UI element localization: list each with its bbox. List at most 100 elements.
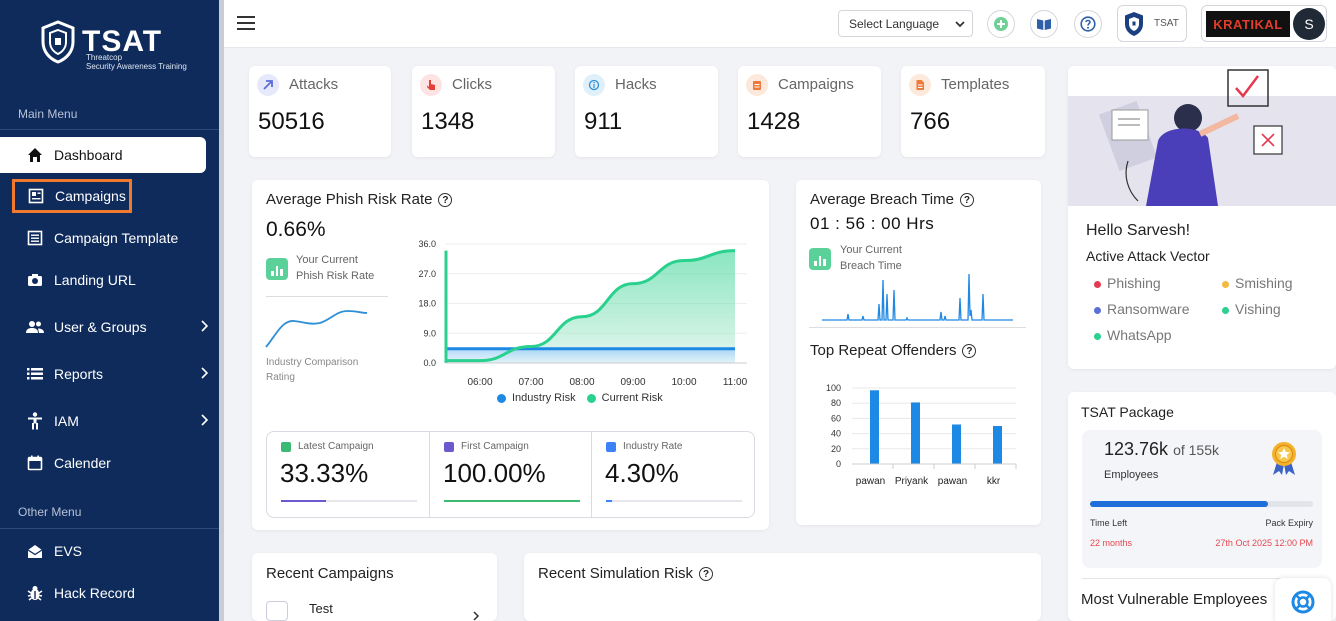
sidebar-item-evs[interactable]: EVS [0, 533, 218, 569]
sidebar-item-reports[interactable]: Reports [0, 356, 218, 392]
help-icon[interactable]: ? [959, 193, 974, 208]
vector-phishing: Phishing [1094, 275, 1161, 291]
offenders-chart: 100 80 60 40 20 0 pawan Priyank pawan kkr [826, 383, 1017, 487]
campaign-thumb-icon [266, 601, 288, 621]
latest-campaign-value: 33.33% [280, 458, 369, 488]
tsat-chip-label: TSAT [1154, 18, 1179, 29]
industry-rate-stat: Industry Rate 4.30% [592, 432, 755, 517]
divider [266, 296, 388, 297]
current-risk-area [446, 250, 735, 363]
recent-campaigns-card: Recent Campaigns Test [252, 553, 497, 621]
offender-bar [993, 426, 1002, 464]
sidebar-item-landing-url[interactable]: Landing URL [0, 262, 218, 298]
stat-card-attacks[interactable]: Attacks 50516 [249, 66, 391, 157]
legend-label: Industry Risk [512, 392, 576, 404]
language-select[interactable]: Select Language [838, 10, 973, 37]
add-button[interactable] [987, 10, 1015, 38]
vector-label: Ransomware [1107, 301, 1190, 317]
package-total: of 155k [1173, 442, 1220, 458]
x-tick-label: 11:00 [723, 377, 748, 388]
offender-bar [911, 402, 920, 464]
vector-smishing: Smishing [1222, 275, 1293, 291]
recent-simulation-title-text: Recent Simulation Risk [538, 565, 694, 582]
sidebar-item-campaigns[interactable]: Campaigns [12, 179, 132, 213]
x-tick-label: 06:00 [467, 377, 492, 388]
calendar-icon [26, 454, 44, 472]
pack-expiry-value: 27th Oct 2025 12:00 PM [1215, 538, 1313, 548]
time-left-label: Time Left [1090, 518, 1128, 528]
most-vulnerable-title: Most Vulnerable Employees [1081, 591, 1268, 608]
industry-risk-area [446, 348, 735, 363]
x-tick-label: 08:00 [569, 377, 594, 388]
sidebar-item-label: Calender [54, 455, 111, 471]
help-icon[interactable]: ? [699, 567, 714, 582]
sidebar-item-calender[interactable]: Calender [0, 445, 218, 481]
industry-rate-value: 4.30% [605, 458, 679, 488]
phish-risk-title: Average Phish Risk Rate? [266, 191, 453, 208]
hamburger-menu-icon[interactable] [236, 15, 256, 31]
campaign-rates-box: Latest Campaign 33.33% First Campaign 10… [266, 431, 755, 518]
legend-label: Current Risk [601, 392, 663, 404]
y-tick-label: 20 [831, 444, 841, 454]
offender-bar [952, 424, 961, 464]
stat-label: Hacks [615, 76, 657, 93]
current-risk-line [446, 249, 736, 363]
progress-fill [281, 500, 326, 502]
menu-divider [0, 528, 220, 529]
active-vector-title: Active Attack Vector [1086, 248, 1210, 264]
y-tick-label: 27.0 [418, 269, 436, 279]
progress-fill [606, 500, 612, 502]
y-tick-label: 80 [831, 398, 841, 408]
industry-caption: Industry Comparison Rating [266, 355, 358, 385]
stat-card-campaigns[interactable]: Campaigns 1428 [738, 66, 881, 157]
guide-button[interactable] [1030, 10, 1058, 38]
stat-card-templates[interactable]: Templates 766 [901, 66, 1045, 157]
sidebar-item-hack-record[interactable]: Hack Record [0, 575, 218, 611]
stat-value: 911 [584, 108, 623, 135]
support-chat-button[interactable] [1275, 578, 1331, 621]
package-used-value: 123.76k [1104, 439, 1169, 459]
x-tick-label: 09:00 [620, 377, 645, 388]
account-chip[interactable]: KRATIKAL S [1201, 5, 1327, 42]
time-left-value: 22 months [1090, 538, 1133, 548]
stat-card-clicks[interactable]: Clicks 1348 [412, 66, 555, 157]
sidebar-item-campaign-template[interactable]: Campaign Template [0, 220, 218, 256]
stat-label: Templates [941, 76, 1010, 93]
phish-risk-value: 0.66% [266, 218, 326, 241]
help-icon[interactable]: ? [962, 344, 977, 359]
first-campaign-stat: First Campaign 100.00% [430, 432, 592, 517]
vector-label: WhatsApp [1107, 327, 1172, 343]
y-tick-label: 0 [836, 459, 841, 469]
stat-card-hacks[interactable]: Hacks 911 [575, 66, 718, 157]
campaigns-icon [746, 74, 768, 96]
bug-icon [26, 584, 44, 602]
stat-value: 1428 [747, 108, 801, 135]
avatar[interactable]: S [1293, 8, 1325, 40]
language-select-value: Select Language [849, 16, 940, 31]
award-medal-icon [1272, 442, 1296, 475]
x-tick-label: kkr [987, 476, 1001, 487]
brand-subtitle-line1: Threatcop [86, 53, 123, 62]
stat-label: Campaigns [778, 76, 854, 93]
sidebar-item-dashboard[interactable]: Dashboard [0, 137, 206, 173]
tsat-logo[interactable]: TSAT Threatcop Security Awareness Traini… [40, 20, 187, 71]
sidebar-scrollbar[interactable] [219, 0, 224, 621]
sidebar-item-user-groups[interactable]: User & Groups [0, 309, 218, 345]
pack-expiry-label: Pack Expiry [1265, 518, 1313, 528]
recent-campaign-item[interactable]: Test [309, 601, 333, 616]
phish-risk-chart: 36.0 27.0 18.0 9.0 0.0 06:00 07:00 08:00 09:00 10… [418, 239, 748, 388]
offenders-title: Top Repeat Offenders? [810, 342, 977, 359]
chevron-right-icon[interactable] [472, 611, 480, 621]
welcome-card: Hello Sarvesh! Active Attack Vector Phis… [1068, 66, 1336, 369]
x-tick-label: 07:00 [518, 377, 543, 388]
offender-bar [870, 390, 879, 464]
sidebar-item-iam[interactable]: IAM [0, 403, 218, 439]
sidebar: TSAT Threatcop Security Awareness Traini… [0, 0, 220, 621]
help-button[interactable] [1074, 10, 1102, 38]
x-tick-label: Priyank [895, 476, 929, 487]
brand-subtitle-line2: Security Awareness Training [86, 62, 187, 71]
help-icon[interactable]: ? [438, 193, 453, 208]
chart-legend: Industry Risk Current Risk [497, 392, 663, 404]
sidebar-item-label: Hack Record [54, 585, 135, 601]
tsat-product-switcher[interactable]: TSAT [1117, 5, 1187, 42]
